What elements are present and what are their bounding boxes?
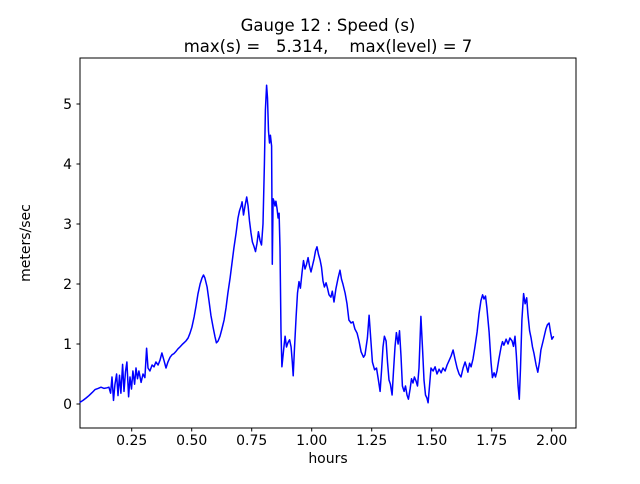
- speed-line: [79, 84, 555, 404]
- x-tick-label: 1.50: [416, 433, 447, 449]
- chart-subtitle: max(s) = 5.314, max(level) = 7: [184, 37, 473, 56]
- axes-frame: [79, 57, 577, 429]
- x-tick-label: 1.25: [356, 433, 387, 449]
- chart-title: Gauge 12 : Speed (s): [241, 16, 416, 35]
- y-tick-label: 5: [63, 97, 72, 113]
- x-axis-ticks: 0.25 0.50 0.75 1.00 1.25 1.50 1.75 2.00: [116, 428, 567, 449]
- y-tick-label: 2: [63, 277, 72, 293]
- y-axis-label: meters/sec: [18, 204, 34, 282]
- x-axis-label: hours: [308, 451, 347, 467]
- x-tick-label: 1.00: [296, 433, 327, 449]
- y-tick-label: 4: [63, 157, 72, 173]
- x-tick-label: 1.75: [476, 433, 507, 449]
- x-tick-label: 2.00: [536, 433, 567, 449]
- y-tick-label: 3: [63, 217, 72, 233]
- x-tick-label: 0.75: [236, 433, 267, 449]
- x-tick-label: 0.25: [116, 433, 147, 449]
- x-tick-label: 0.50: [176, 433, 207, 449]
- y-tick-label: 0: [63, 397, 72, 413]
- y-axis-ticks: 0 1 2 3 4 5: [63, 97, 80, 413]
- y-tick-label: 1: [63, 337, 72, 353]
